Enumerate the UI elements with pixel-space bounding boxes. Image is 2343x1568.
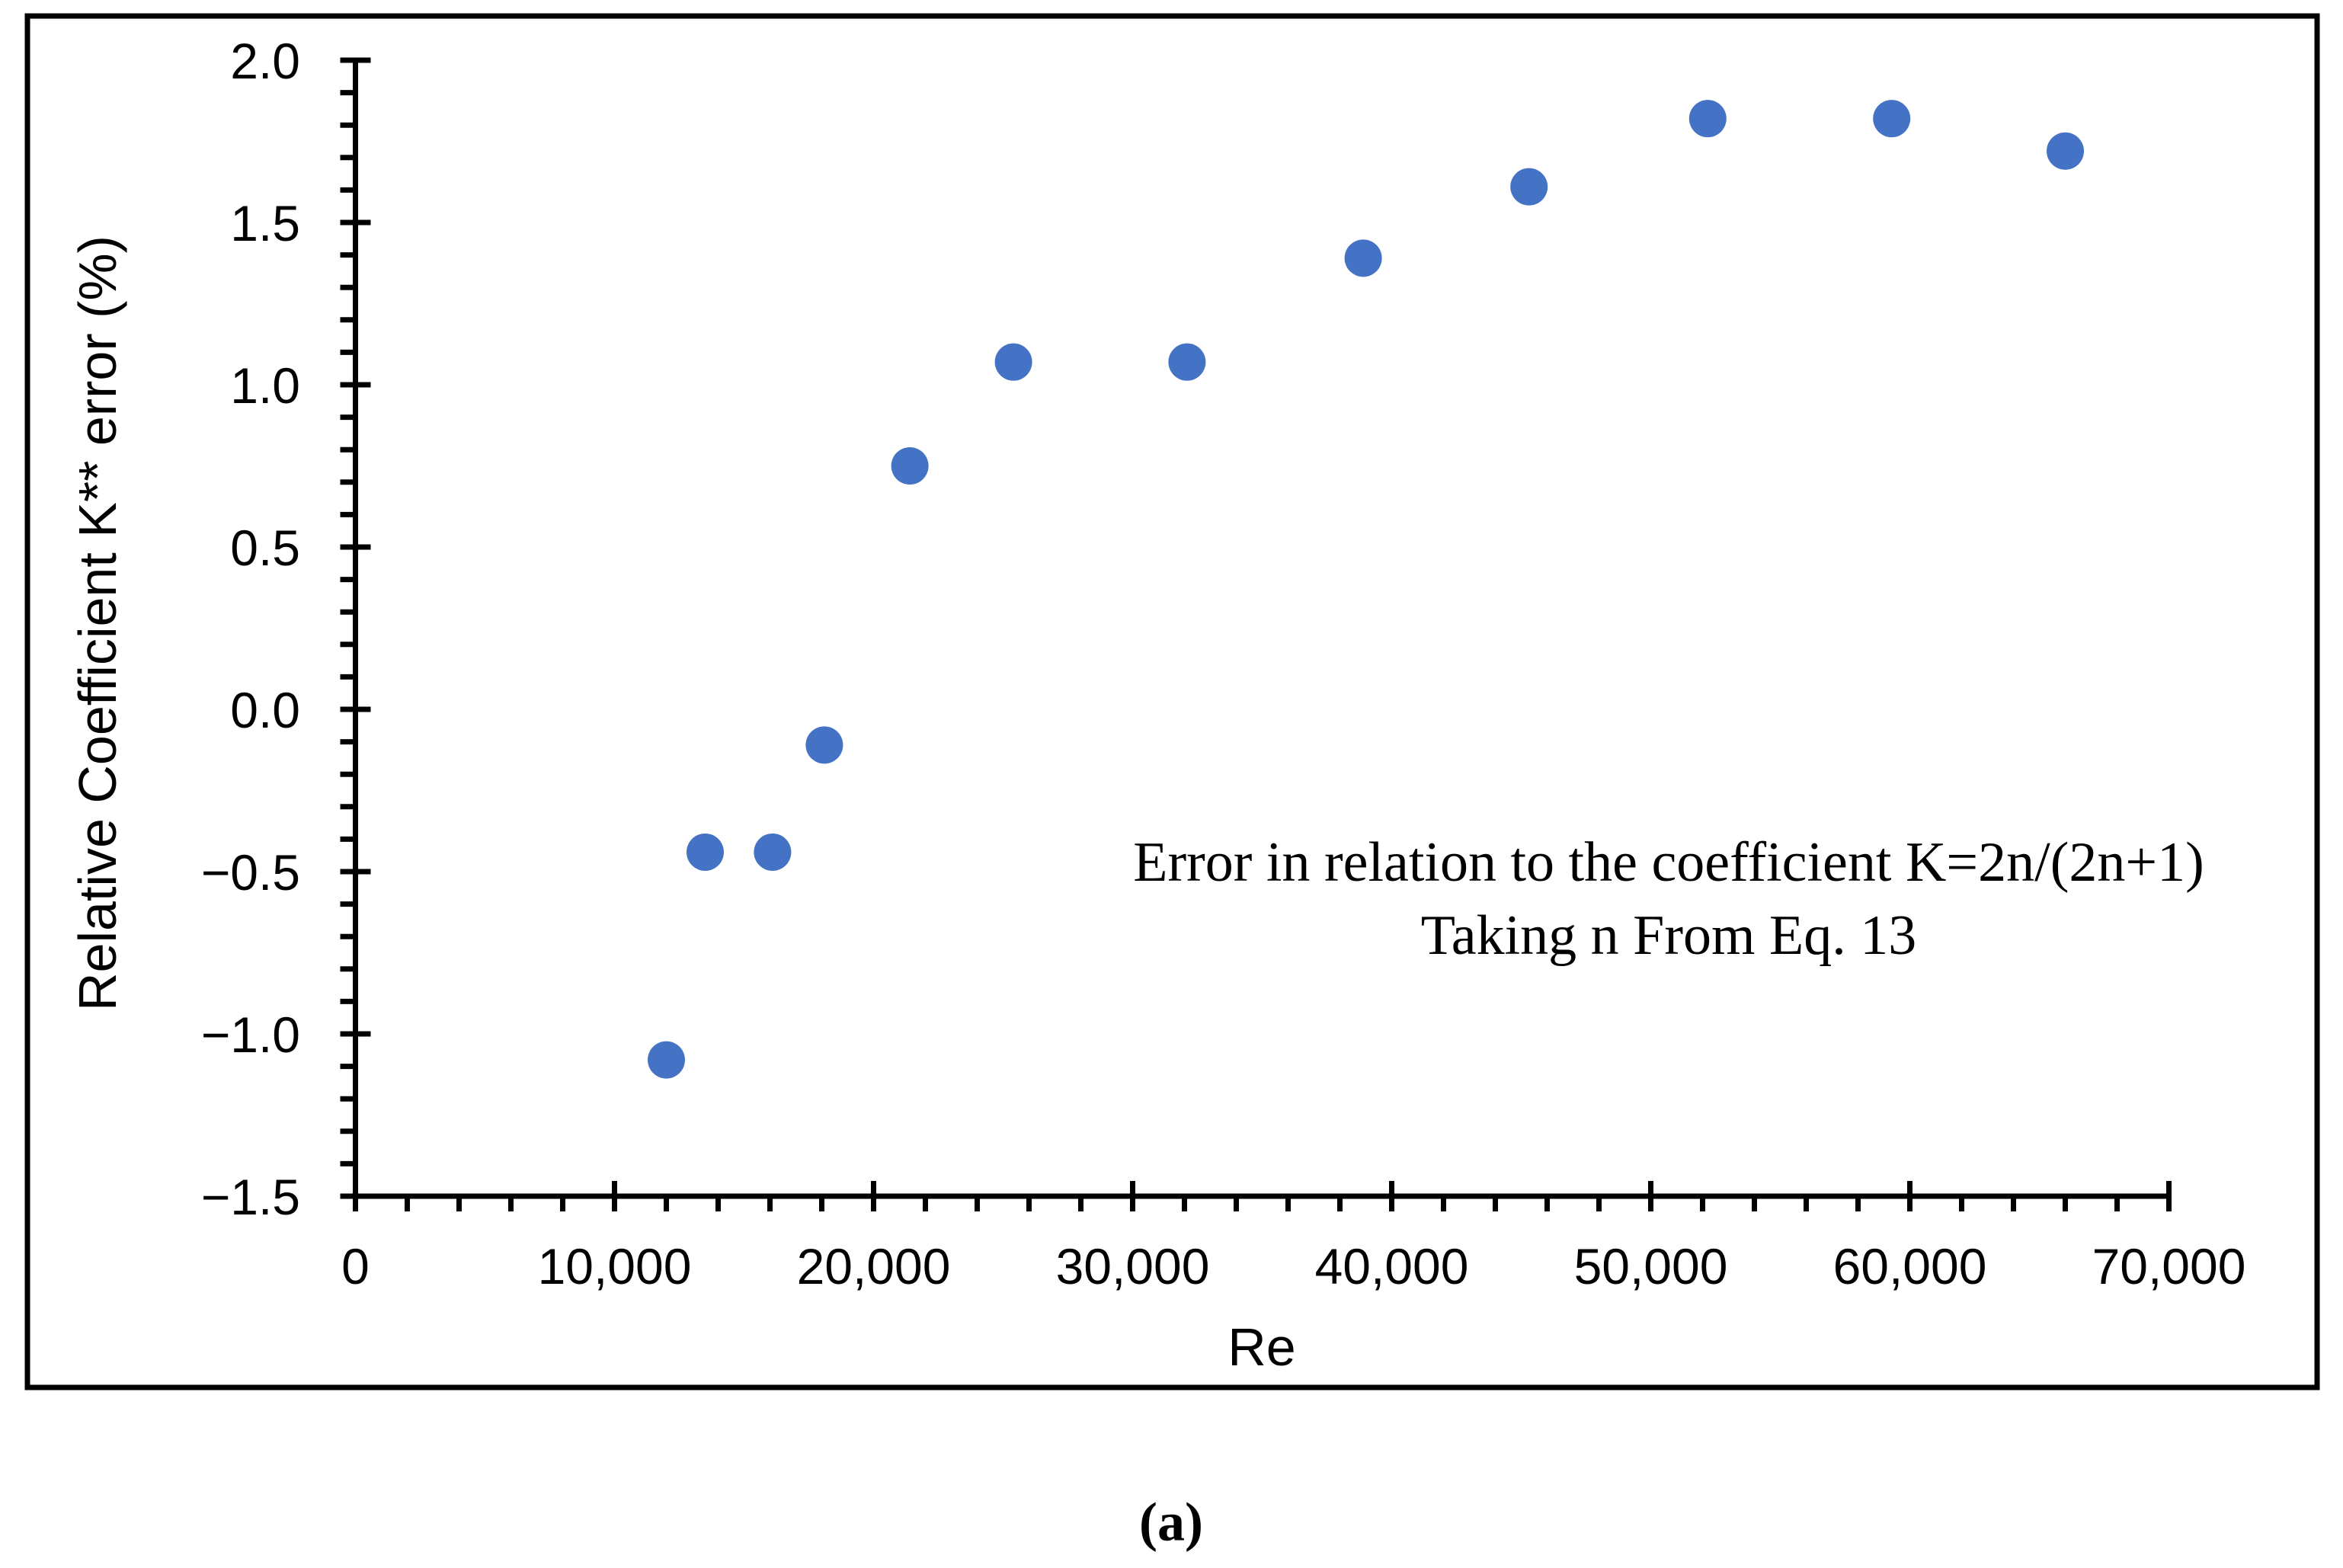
x-tick-label: 0 <box>341 1238 370 1294</box>
figure-caption: (a) <box>1139 1491 1203 1553</box>
y-tick-label: 1.0 <box>230 357 300 414</box>
x-tick-label: 10,000 <box>538 1238 692 1294</box>
data-point <box>648 1041 685 1079</box>
x-tick-label: 60,000 <box>1833 1238 1987 1294</box>
figure-border <box>24 13 2320 1390</box>
data-point <box>2047 132 2084 170</box>
data-point <box>1168 343 1206 381</box>
data-point <box>805 726 843 764</box>
x-axis-title: Re <box>1228 1317 1296 1377</box>
y-tick-label: −1.0 <box>201 1006 300 1063</box>
x-tick-label: 70,000 <box>2092 1238 2246 1294</box>
y-tick-label: 1.5 <box>230 195 300 251</box>
data-point <box>1873 100 1911 138</box>
data-point <box>1344 239 1382 277</box>
x-tick-label: 30,000 <box>1056 1238 1210 1294</box>
y-tick-label: 0.0 <box>230 682 300 738</box>
annotation-textbox: Error in relation to the coefficient K=2… <box>1133 826 2204 972</box>
annotation-line-2: Taking n From Eq. 13 <box>1420 904 1917 967</box>
x-tick-label: 50,000 <box>1574 1238 1728 1294</box>
data-point <box>687 833 724 871</box>
y-tick-label: −0.5 <box>201 844 300 901</box>
data-point <box>891 447 929 485</box>
data-point <box>1510 168 1548 206</box>
data-point <box>1688 100 1727 138</box>
y-tick-label: 2.0 <box>230 33 300 89</box>
annotation-line-1: Error in relation to the coefficient K=2… <box>1133 830 2204 894</box>
y-tick-label: 0.5 <box>230 520 300 576</box>
x-tick-label: 20,000 <box>797 1238 951 1294</box>
data-point <box>994 343 1032 381</box>
y-axis-title: Relative Coefficient K** error (%) <box>68 235 127 1011</box>
data-point <box>754 833 792 871</box>
y-tick-label: −1.5 <box>201 1169 300 1225</box>
x-tick-label: 40,000 <box>1315 1238 1469 1294</box>
